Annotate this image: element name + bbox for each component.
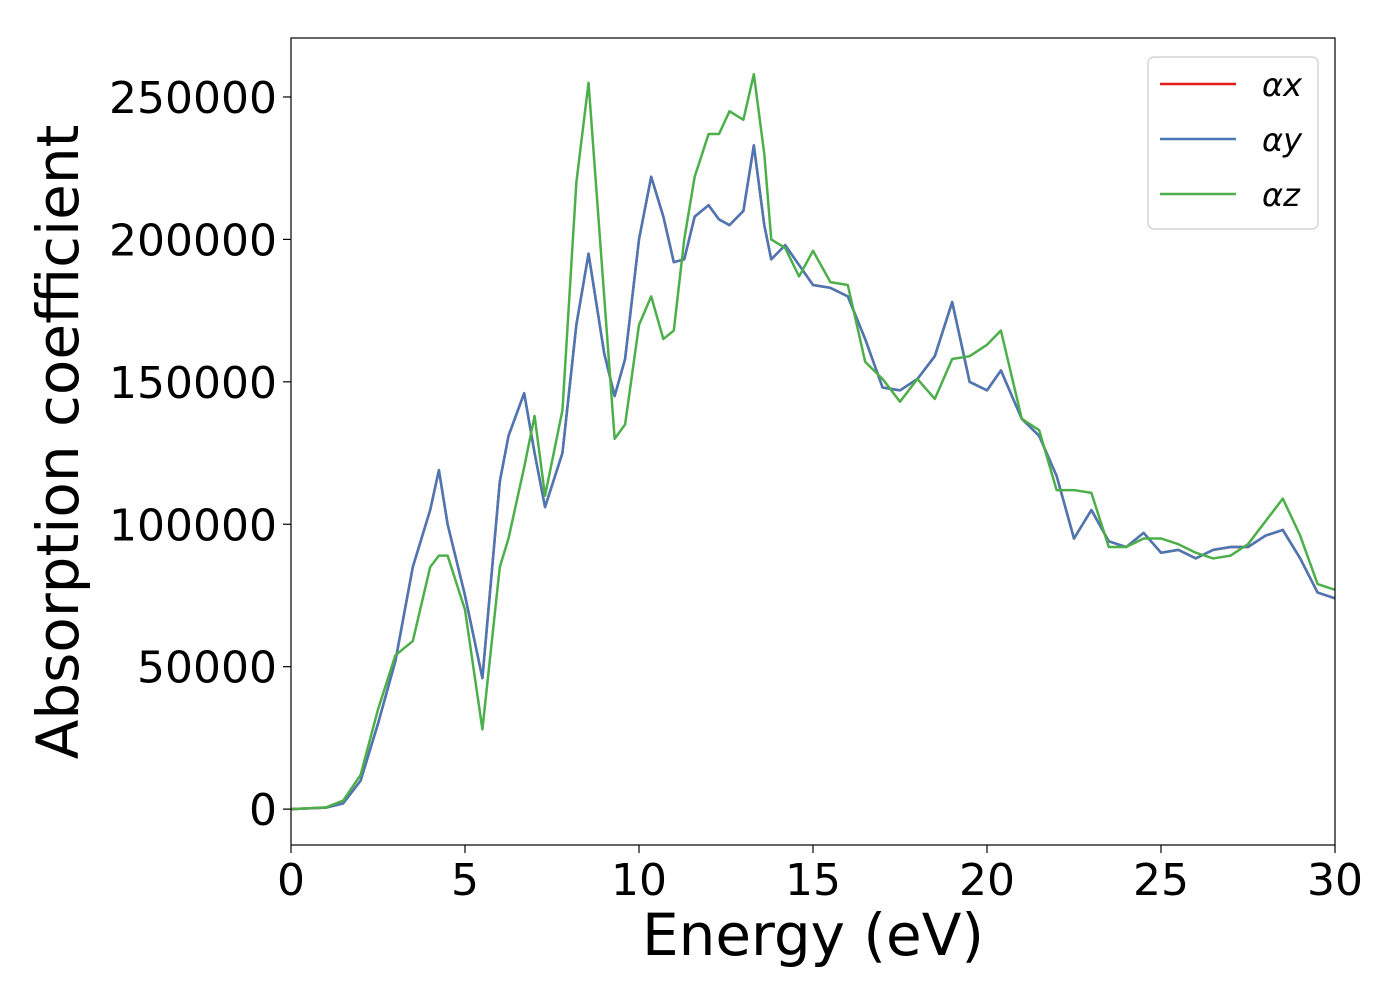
legend-label: αz — [1262, 176, 1301, 214]
y-tick-label: 50000 — [137, 643, 277, 694]
series-line — [291, 72, 1335, 811]
y-axis-label: Absorption coefficient — [24, 125, 92, 760]
x-tick-label: 10 — [611, 855, 667, 906]
x-axis-label: Energy (eV) — [642, 901, 984, 969]
x-tick-label: 25 — [1133, 855, 1189, 906]
series-line — [291, 144, 1335, 811]
x-tick-label: 5 — [451, 855, 479, 906]
plot-frame — [290, 37, 1336, 846]
legend-label: αx — [1262, 66, 1303, 104]
series-line — [291, 144, 1335, 811]
legend-box — [1147, 56, 1319, 230]
y-tick-label: 0 — [249, 785, 277, 836]
legend-label: αy — [1262, 121, 1303, 159]
y-tick-label: 100000 — [109, 500, 277, 551]
x-tick-label: 15 — [785, 855, 841, 906]
y-tick-label: 150000 — [109, 358, 277, 409]
x-tick-label: 20 — [959, 855, 1015, 906]
x-tick-label: 30 — [1307, 855, 1363, 906]
y-tick-label: 250000 — [109, 73, 277, 124]
x-tick-label: 0 — [277, 855, 305, 906]
y-tick-label: 200000 — [109, 215, 277, 266]
